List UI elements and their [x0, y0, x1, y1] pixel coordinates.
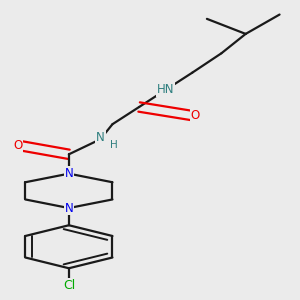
- Text: N: N: [64, 167, 73, 180]
- Text: HN: HN: [157, 83, 175, 96]
- Text: N: N: [64, 202, 73, 214]
- Text: H: H: [110, 140, 118, 150]
- Text: O: O: [191, 109, 200, 122]
- Text: N: N: [96, 131, 105, 144]
- Text: O: O: [13, 139, 22, 152]
- Text: Cl: Cl: [63, 279, 75, 292]
